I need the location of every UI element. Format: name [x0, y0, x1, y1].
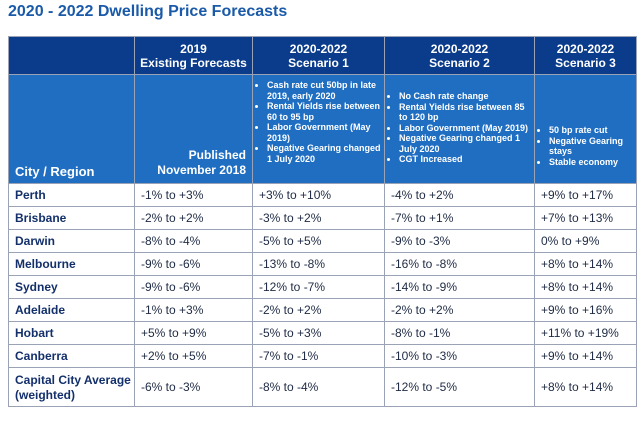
scenario-1-cell: -5% to +5% — [252, 229, 385, 253]
table-row: Hobart +5% to +9% -5% to +3% -8% to -1% … — [8, 321, 637, 345]
scenario-3-cell: +8% to +14% — [534, 252, 637, 276]
assumption-item: CGT Increased — [399, 154, 532, 165]
scenario-3-assumptions: 50 bp rate cut Negative Gearing stays St… — [534, 74, 637, 184]
existing-forecast-cell: +2% to +5% — [134, 344, 253, 368]
scenario-3-cell: 0% to +9% — [534, 229, 637, 253]
scenario-1-cell: -7% to -1% — [252, 344, 385, 368]
city-cell: Perth — [8, 183, 135, 207]
scenario-1-assumptions: Cash rate cut 50bp in late 2019, early 2… — [252, 74, 385, 184]
scenario-2-cell: -4% to +2% — [384, 183, 535, 207]
scenario-2-cell: -2% to +2% — [384, 298, 535, 322]
scenario-2-cell: -16% to -8% — [384, 252, 535, 276]
scenario-2-cell: -8% to -1% — [384, 321, 535, 345]
assumption-item: Negative Gearing stays — [549, 136, 634, 157]
header-scenario-3: 2020-2022 Scenario 3 — [534, 36, 637, 75]
scenario-2-cell: -9% to -3% — [384, 229, 535, 253]
scenario-3-cell: +8% to +14% — [534, 367, 637, 407]
existing-forecast-cell: -1% to +3% — [134, 298, 253, 322]
header-line: 2019 — [180, 41, 207, 56]
header-line: Scenario 1 — [288, 55, 349, 70]
header-scenario-2: 2020-2022 Scenario 2 — [384, 36, 535, 75]
subheader-row: City / Region Published November 2018 Ca… — [8, 74, 637, 184]
header-existing-forecasts: 2019 Existing Forecasts — [134, 36, 253, 75]
assumption-item: Negative Gearing changed 1 July 2020 — [267, 143, 382, 164]
scenario-3-cell: +9% to +14% — [534, 344, 637, 368]
scenario-1-cell: -5% to +3% — [252, 321, 385, 345]
header-line: Scenario 3 — [555, 55, 616, 70]
scenario-3-cell: +9% to +16% — [534, 298, 637, 322]
table-row: Darwin -8% to -4% -5% to +5% -9% to -3% … — [8, 229, 637, 253]
scenario-1-cell: -3% to +2% — [252, 206, 385, 230]
header-line: 2020-2022 — [289, 41, 348, 56]
city-cell: Hobart — [8, 321, 135, 345]
published-line: Published — [188, 148, 246, 162]
header-line: 2020-2022 — [556, 41, 615, 56]
assumption-item: Stable economy — [549, 157, 634, 168]
forecast-table: 2019 Existing Forecasts 2020-2022 Scenar… — [8, 36, 637, 407]
table-row: Melbourne -9% to -6% -13% to -8% -16% to… — [8, 252, 637, 276]
existing-forecast-cell: +5% to +9% — [134, 321, 253, 345]
scenario-3-cell: +7% to +13% — [534, 206, 637, 230]
city-line: (weighted) — [15, 387, 75, 402]
header-corner-cell — [8, 36, 135, 75]
header-line: Scenario 2 — [429, 55, 490, 70]
scenario-1-cell: +3% to +10% — [252, 183, 385, 207]
table-row: Brisbane -2% to +2% -3% to +2% -7% to +1… — [8, 206, 637, 230]
city-cell: Sydney — [8, 275, 135, 299]
published-line: November 2018 — [157, 163, 246, 177]
table-row: Perth -1% to +3% +3% to +10% -4% to +2% … — [8, 183, 637, 207]
existing-forecast-cell: -1% to +3% — [134, 183, 253, 207]
scenario-2-assumptions: No Cash rate change Rental Yields rise b… — [384, 74, 535, 184]
existing-forecast-cell: -6% to -3% — [134, 367, 253, 407]
assumption-item: Rental Yields rise between 60 to 95 bp — [267, 101, 382, 122]
city-region-header: City / Region — [8, 74, 135, 184]
average-row: Capital City Average (weighted) -6% to -… — [8, 367, 637, 407]
scenario-2-cell: -12% to -5% — [384, 367, 535, 407]
city-cell: Melbourne — [8, 252, 135, 276]
existing-forecast-cell: -9% to -6% — [134, 252, 253, 276]
city-cell: Canberra — [8, 344, 135, 368]
scenario-2-cell: -14% to -9% — [384, 275, 535, 299]
table-row: Adelaide -1% to +3% -2% to +2% -2% to +2… — [8, 298, 637, 322]
header-line: Existing Forecasts — [140, 55, 247, 70]
scenario-3-cell: +9% to +17% — [534, 183, 637, 207]
scenario-1-cell: -12% to -7% — [252, 275, 385, 299]
existing-forecast-cell: -9% to -6% — [134, 275, 253, 299]
assumption-item: Negative Gearing changed 1 July 2020 — [399, 133, 532, 154]
header-row: 2019 Existing Forecasts 2020-2022 Scenar… — [8, 36, 637, 75]
header-scenario-1: 2020-2022 Scenario 1 — [252, 36, 385, 75]
scenario-2-cell: -7% to +1% — [384, 206, 535, 230]
assumption-item: No Cash rate change — [399, 91, 532, 102]
scenario-2-cell: -10% to -3% — [384, 344, 535, 368]
assumption-item: 50 bp rate cut — [549, 125, 634, 136]
city-line: Capital City Average — [15, 372, 131, 387]
city-cell: Brisbane — [8, 206, 135, 230]
city-cell: Darwin — [8, 229, 135, 253]
scenario-3-cell: +11% to +19% — [534, 321, 637, 345]
page-title: 2020 - 2022 Dwelling Price Forecasts — [8, 3, 288, 20]
assumption-item: Labor Government (May 2019) — [399, 123, 532, 134]
assumption-item: Cash rate cut 50bp in late 2019, early 2… — [267, 80, 382, 101]
scenario-1-cell: -2% to +2% — [252, 298, 385, 322]
existing-forecast-cell: -2% to +2% — [134, 206, 253, 230]
city-cell: Adelaide — [8, 298, 135, 322]
assumption-item: Rental Yields rise between 85 to 120 bp — [399, 102, 532, 123]
existing-forecast-cell: -8% to -4% — [134, 229, 253, 253]
table-row: Canberra +2% to +5% -7% to -1% -10% to -… — [8, 344, 637, 368]
city-cell-average: Capital City Average (weighted) — [8, 367, 135, 407]
header-line: 2020-2022 — [430, 41, 489, 56]
scenario-1-cell: -13% to -8% — [252, 252, 385, 276]
scenario-3-cell: +8% to +14% — [534, 275, 637, 299]
assumption-item: Labor Government (May 2019) — [267, 122, 382, 143]
table-row: Sydney -9% to -6% -12% to -7% -14% to -9… — [8, 275, 637, 299]
published-date-cell: Published November 2018 — [134, 74, 253, 184]
scenario-1-cell: -8% to -4% — [252, 367, 385, 407]
